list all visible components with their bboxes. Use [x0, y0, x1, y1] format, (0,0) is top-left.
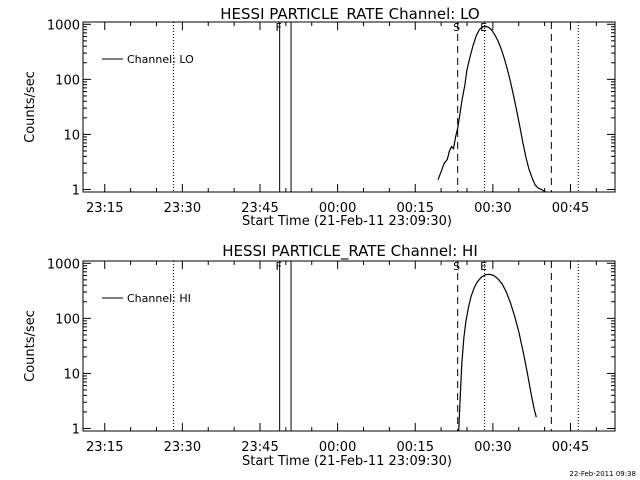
- legend: Channel: LO: [102, 53, 194, 66]
- y-tick-label: 1: [72, 422, 80, 437]
- y-tick-label: 10: [63, 128, 80, 143]
- x-tick-label: 00:15: [397, 440, 434, 455]
- series-line: [458, 273, 537, 432]
- series-line: [437, 25, 547, 193]
- plot-frame: [82, 260, 616, 432]
- x-tick-label: 00:30: [474, 440, 511, 455]
- marker-label: F: [275, 21, 281, 34]
- x-tick-label: 23:30: [164, 440, 201, 455]
- legend: Channel: HI: [102, 292, 191, 305]
- x-tick-label: 00:30: [474, 201, 511, 216]
- footer-timestamp: 22-Feb-2011 09:38: [569, 470, 636, 478]
- x-axis-label: Start Time (21-Feb-11 23:09:30): [242, 454, 452, 469]
- x-tick-label: 23:45: [241, 440, 278, 455]
- marker-label: E: [480, 260, 487, 273]
- plot-frame: [82, 21, 616, 193]
- x-tick-label: 00:15: [397, 201, 434, 216]
- y-tick-label: 1000: [47, 18, 80, 33]
- x-tick-label: 23:15: [86, 440, 123, 455]
- y-tick-label: 1000: [47, 257, 80, 272]
- x-tick-label: 23:15: [86, 201, 123, 216]
- marker-label: S: [453, 21, 460, 34]
- x-tick-label: 23:45: [241, 201, 278, 216]
- x-tick-label: 00:00: [319, 440, 356, 455]
- chart-title: HESSI PARTICLE_RATE Channel: LO: [220, 5, 479, 24]
- y-tick-label: 1: [72, 183, 80, 198]
- marker-label: E: [480, 21, 487, 34]
- series-group: [437, 25, 547, 193]
- chart-title: HESSI PARTICLE_RATE Channel: HI: [222, 242, 478, 261]
- legend-label: Channel: LO: [127, 53, 194, 66]
- legend-label: Channel: HI: [127, 292, 191, 305]
- x-tick-label: 00:45: [552, 440, 589, 455]
- x-axis-label: Start Time (21-Feb-11 23:09:30): [242, 214, 452, 229]
- y-axis-label: Counts/sec: [23, 310, 38, 382]
- x-tick-label: 23:30: [164, 201, 201, 216]
- series-group: [458, 273, 537, 432]
- tick-group: 23:15 23:30 23:45 00:00 00:15 00:30 00:45 1 10 10…: [47, 257, 615, 455]
- marker-label: S: [453, 260, 460, 273]
- x-tick-label: 00:45: [552, 201, 589, 216]
- y-axis-label: Counts/sec: [23, 71, 38, 143]
- y-tick-label: 100: [55, 312, 80, 327]
- y-tick-label: 10: [63, 367, 80, 382]
- x-tick-label: 00:00: [319, 201, 356, 216]
- tick-group: 23:15 23:30 23:45 00:00 00:15 00:30 00:45 1 10 10…: [47, 18, 615, 216]
- marker-label: F: [275, 260, 281, 273]
- panel-channel-hi: HESSI PARTICLE_RATE Channel: HI Counts/s…: [23, 242, 616, 469]
- y-tick-label: 100: [55, 73, 80, 88]
- panel-channel-lo: HESSI PARTICLE_RATE Channel: LO Counts/s…: [23, 5, 616, 229]
